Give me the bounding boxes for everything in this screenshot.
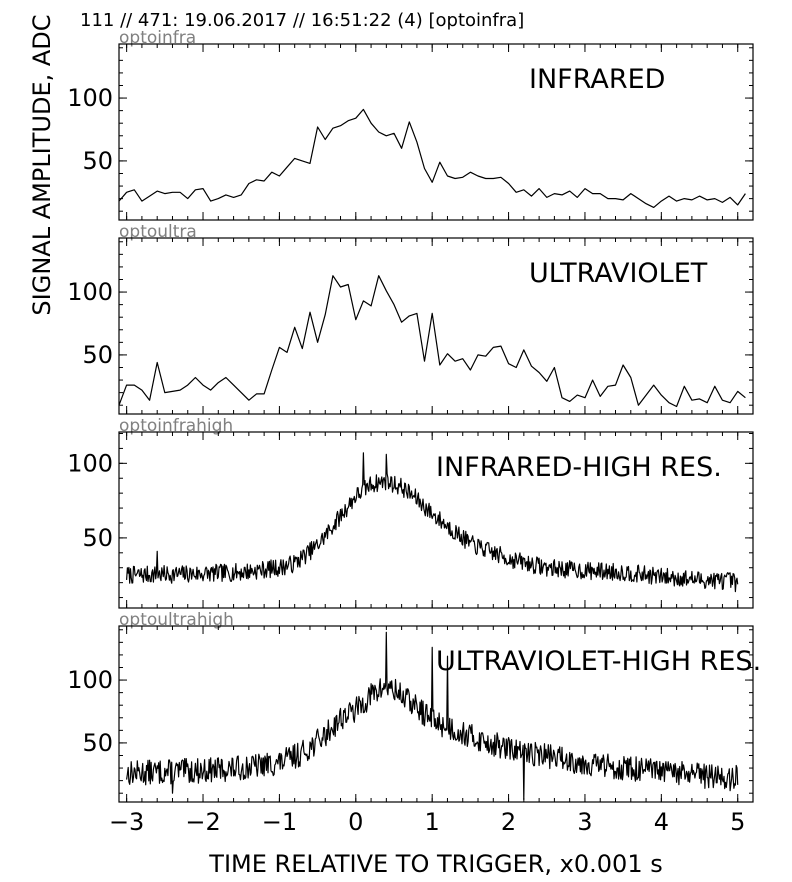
series-line xyxy=(126,631,739,801)
plot-frame xyxy=(118,237,754,415)
x-tick-label: −3 xyxy=(109,808,144,836)
y-axis-label: SIGNAL AMPLITUDE, ADC xyxy=(28,14,56,315)
y-tick-label: 100 xyxy=(67,449,113,477)
panel-optoultra: optoultra 50 100 ULTRAVIOLET xyxy=(67,222,754,415)
y-tick-label: 100 xyxy=(67,278,113,306)
x-tick-label: 0 xyxy=(348,808,363,836)
plot-frame xyxy=(118,43,754,221)
y-tick-label: 50 xyxy=(82,341,113,369)
series-line xyxy=(118,275,746,408)
y-tick-label: 50 xyxy=(82,524,113,552)
panel-optoultrahigh: optoultrahigh −3 −2 −1 0 1 2 3 4 5 50 100 ULTRAVIOLE… xyxy=(67,610,761,836)
panel-title: INFRARED xyxy=(529,64,665,95)
plot-frame xyxy=(118,431,754,609)
panel-title: ULTRAVIOLET xyxy=(529,258,708,289)
x-tick-label: 4 xyxy=(654,808,669,836)
channel-label: optoultra xyxy=(119,222,197,242)
series-line xyxy=(126,452,739,593)
series-line xyxy=(118,108,746,208)
x-tick-label: −1 xyxy=(262,808,297,836)
y-tick-label: 50 xyxy=(82,729,113,757)
x-tick-label: 2 xyxy=(501,808,516,836)
plot-frame xyxy=(118,625,754,803)
y-tick-label: 50 xyxy=(82,147,113,175)
channel-label: optoultrahigh xyxy=(119,610,234,630)
x-tick-label: 5 xyxy=(730,808,745,836)
y-tick-label: 100 xyxy=(67,84,113,112)
x-tick-label: 3 xyxy=(577,808,592,836)
panel-title: ULTRAVIOLET-HIGH RES. xyxy=(436,646,761,677)
x-tick-label: −2 xyxy=(185,808,220,836)
channel-label: optoinfra xyxy=(119,28,196,48)
x-tick-label: 1 xyxy=(425,808,440,836)
panels: optoinfra50100INFRAREDoptoultra50100ULTR… xyxy=(67,28,761,836)
panel-optoinfra: optoinfra 50 100 INFRARED xyxy=(67,28,754,221)
x-axis-label: TIME RELATIVE TO TRIGGER, x0.001 s xyxy=(208,850,662,878)
panel-optoinfrahigh: optoinfrahigh 50 100 INFRARED-HIGH RES. xyxy=(67,416,754,609)
panel-title: INFRARED-HIGH RES. xyxy=(436,452,722,483)
y-tick-label: 100 xyxy=(67,666,113,694)
channel-label: optoinfrahigh xyxy=(119,416,233,436)
chart-header: 111 // 471: 19.06.2017 // 16:51:22 (4) [… xyxy=(80,10,524,31)
